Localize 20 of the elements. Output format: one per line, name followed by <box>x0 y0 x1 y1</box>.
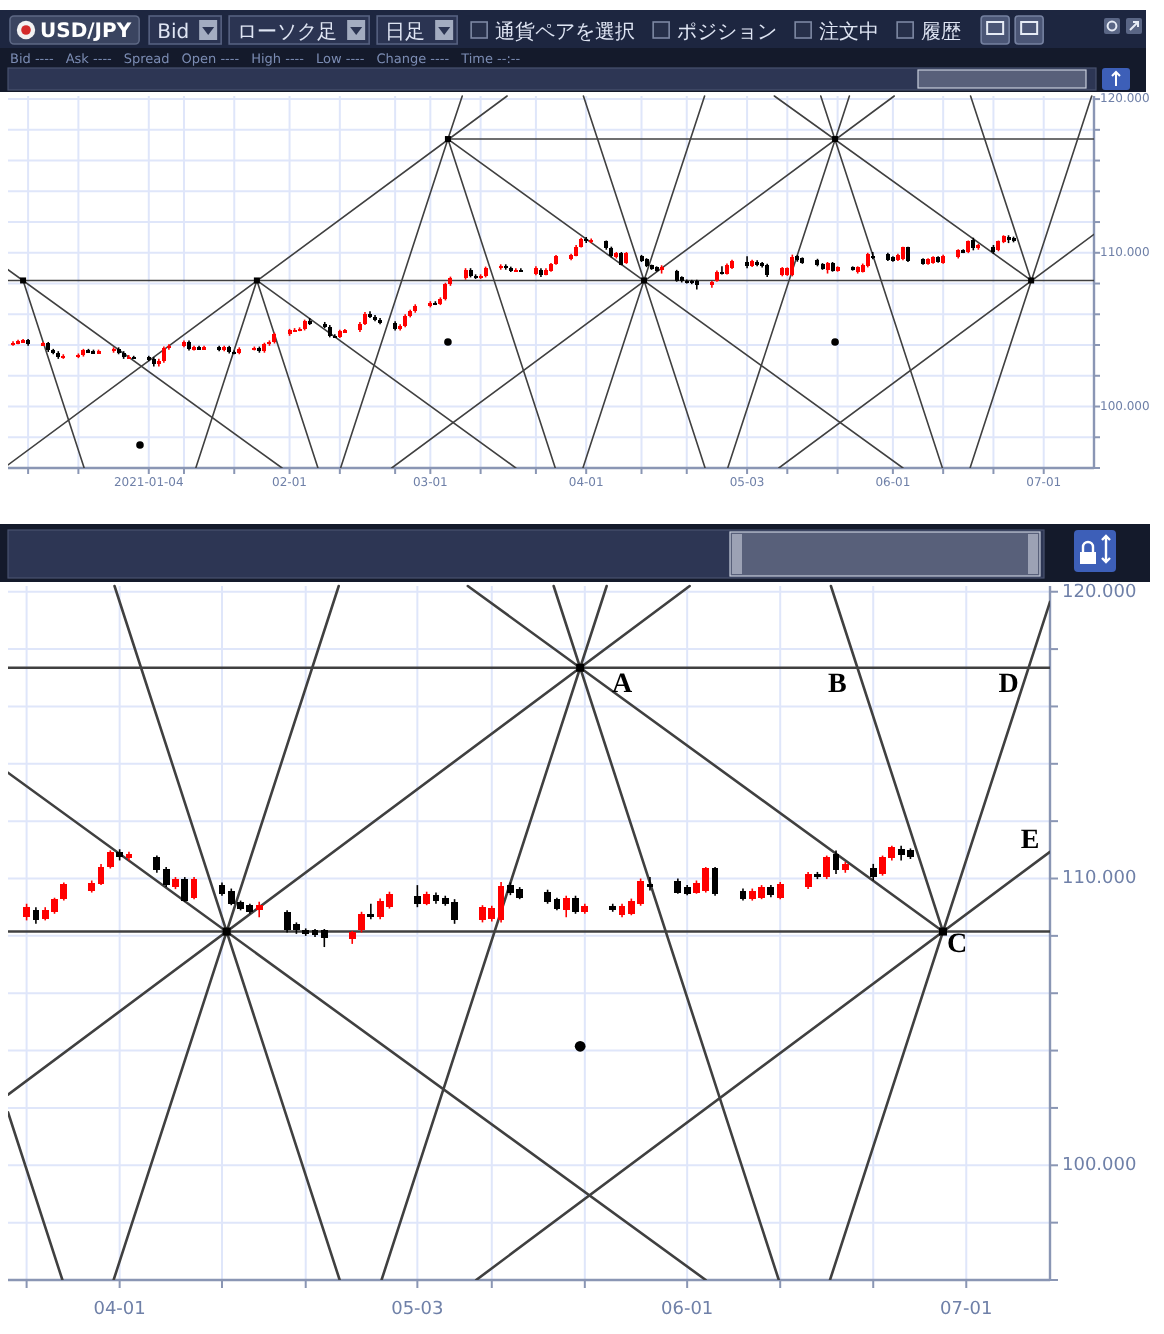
annotation: B <box>828 670 847 701</box>
dropdown: 日足 <box>376 15 458 45</box>
x-tick-label: 05-03 <box>391 1300 444 1320</box>
x-tick-label: 04-01 <box>93 1300 146 1320</box>
x-tick-label: 06-01 <box>661 1300 714 1320</box>
checkbox: 注文中 <box>794 21 880 44</box>
checkbox: 通貨ペアを選択 <box>470 21 636 44</box>
currency-pair-button: USD/JPY <box>9 15 140 45</box>
annotation: C <box>946 930 968 960</box>
dropdown: Bid <box>148 15 222 45</box>
y-tick-label: 110.000 <box>1062 869 1137 890</box>
checkbox: 履歴 <box>896 21 962 44</box>
annotation: A <box>612 670 635 701</box>
y-tick-label: 120.000 <box>1062 582 1137 603</box>
y-tick-label: 100.000 <box>1062 1156 1137 1177</box>
checkbox: ポジション <box>652 21 778 44</box>
annotation: E <box>1020 826 1040 857</box>
x-tick-label: 07-01 <box>940 1300 993 1320</box>
dropdown: ローソク足 <box>228 15 370 45</box>
annotation: D <box>998 670 1019 701</box>
